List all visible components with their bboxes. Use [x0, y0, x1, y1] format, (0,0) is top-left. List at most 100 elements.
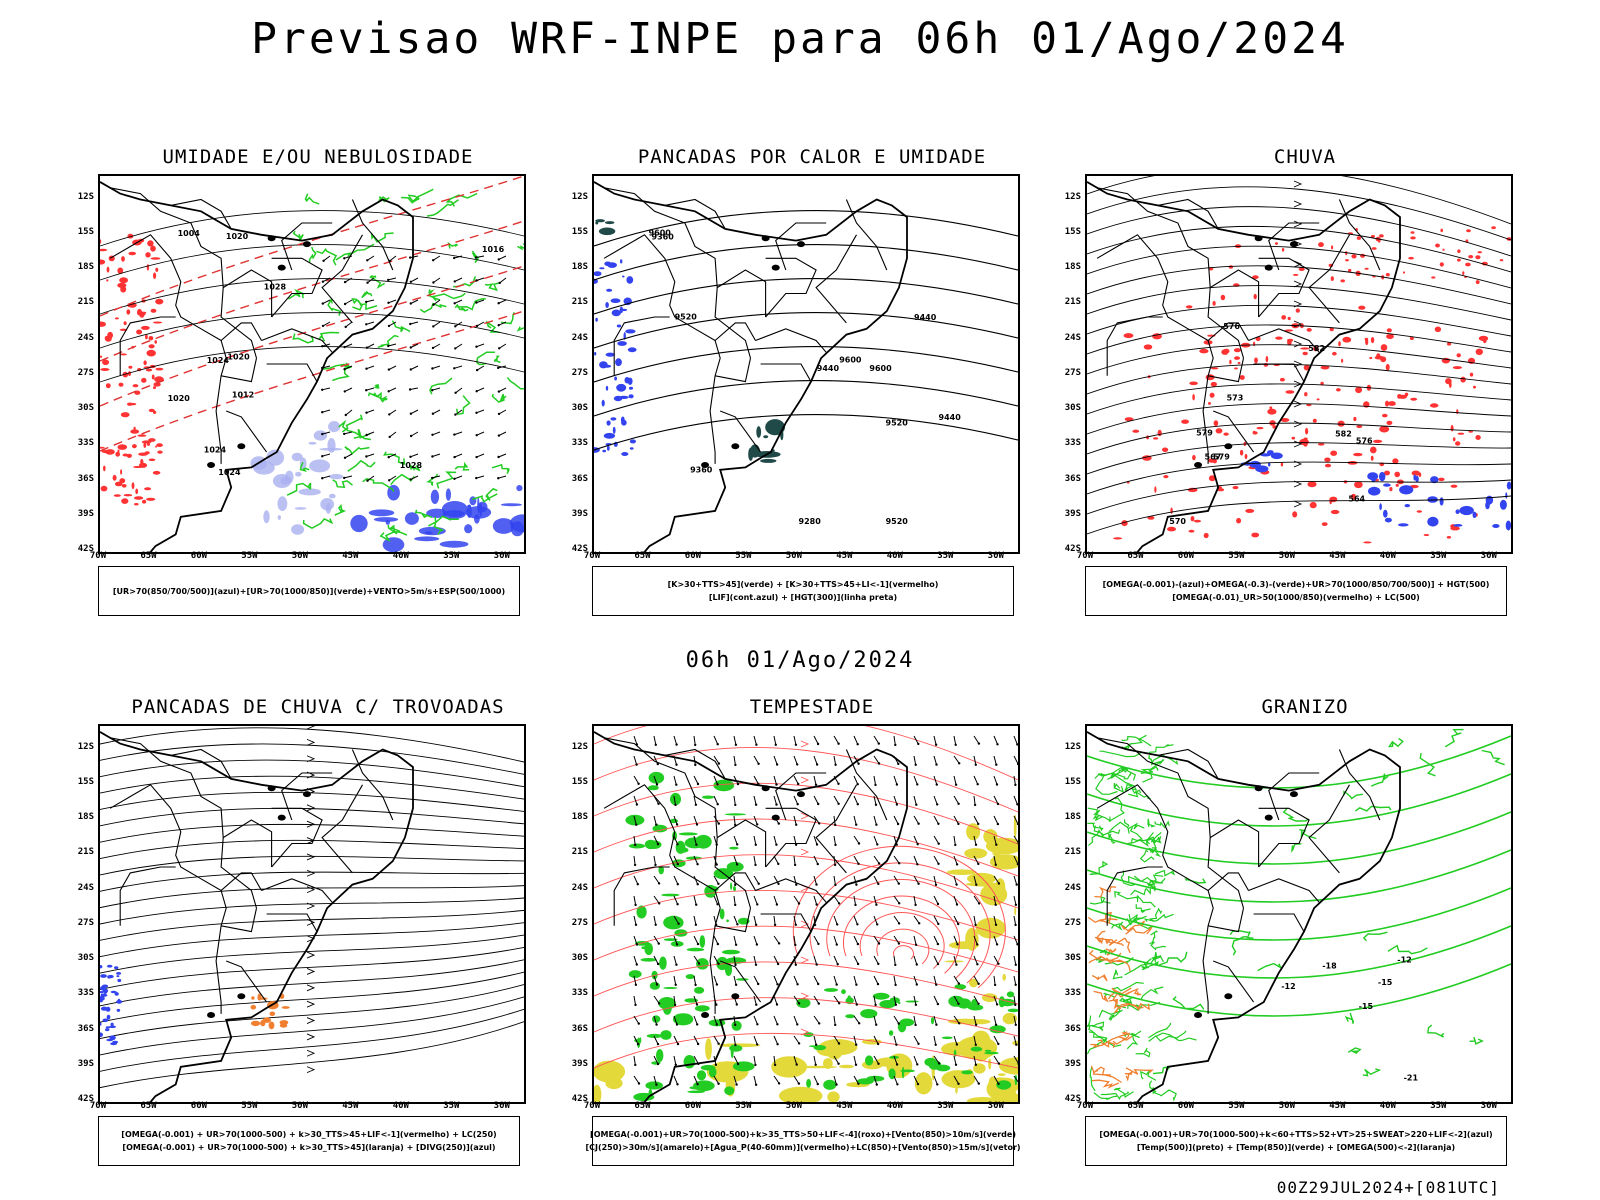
- panel-title: PANCADAS DE CHUVA C/ TROVOADAS: [131, 696, 505, 718]
- wind-vector: [432, 431, 441, 436]
- shaded-area: [1410, 397, 1418, 401]
- shaded-area: [1469, 372, 1474, 377]
- contour-line: [341, 414, 363, 433]
- shaded-area: [1338, 341, 1341, 347]
- shaded-area: [277, 515, 281, 520]
- wind-vector: [793, 1015, 798, 1025]
- shaded-area: [813, 1045, 827, 1051]
- wind-vector: [813, 935, 819, 945]
- contour-line: [1387, 944, 1428, 955]
- wind-vector: [733, 795, 736, 805]
- wind-vector: [933, 755, 937, 765]
- shaded-area: [1329, 327, 1334, 332]
- shaded-area: [1506, 481, 1511, 490]
- lat-tick-label: 21S: [77, 297, 94, 308]
- wind-vector: [753, 955, 757, 965]
- shaded-area: [765, 419, 785, 436]
- wind-vector: [410, 255, 419, 259]
- wind-vector: [933, 955, 939, 965]
- contour-line: [1087, 822, 1104, 832]
- contour-line: [1116, 937, 1131, 954]
- wind-vector: [498, 475, 507, 479]
- shaded-area: [1423, 534, 1430, 536]
- lat-tick-label: 30S: [1064, 953, 1081, 963]
- streamline: [1087, 285, 1511, 321]
- shaded-area: [648, 771, 665, 784]
- streamline: [100, 1008, 524, 1072]
- border-line: [1096, 737, 1245, 909]
- shaded-area: [683, 1055, 696, 1069]
- wind-vector: [455, 321, 463, 327]
- wind-vector: [633, 835, 636, 845]
- contour-line: [391, 320, 411, 333]
- shaded-area: [1275, 336, 1283, 340]
- wind-vector: [693, 875, 699, 885]
- wind-vector: [322, 321, 331, 327]
- shaded-area: [328, 493, 336, 499]
- shaded-area: [1386, 328, 1392, 333]
- wind-vector: [410, 299, 419, 304]
- wind-vector: [1013, 1035, 1017, 1045]
- shaded-area: [1376, 353, 1381, 359]
- wind-vector: [693, 955, 700, 964]
- wind-vector: [953, 815, 959, 825]
- contour-line: [1354, 805, 1392, 812]
- wind-vector: [793, 1055, 798, 1065]
- shaded-area: [778, 1086, 823, 1102]
- shaded-area: [107, 975, 111, 979]
- contour-line: [327, 297, 342, 316]
- contour-line: [1362, 931, 1388, 942]
- shaded-area: [1293, 273, 1299, 276]
- wind-vector: [713, 875, 719, 885]
- shaded-area: [101, 449, 111, 454]
- wind-vector: [733, 1035, 736, 1045]
- wind-vector: [693, 795, 697, 805]
- contour-line: [1120, 1002, 1151, 1011]
- shaded-area: [1364, 267, 1369, 270]
- wind-vector: [633, 775, 640, 785]
- border-line: [664, 748, 726, 780]
- wind-vector: [498, 365, 507, 369]
- shaded-area: [678, 842, 684, 849]
- contour-label: 582: [1335, 430, 1352, 439]
- shaded-area: [1245, 508, 1255, 513]
- lat-tick-label: 24S: [571, 332, 588, 343]
- wind-vector: [1013, 775, 1016, 785]
- shaded-area: [1460, 376, 1466, 383]
- wind-vector: [322, 387, 331, 391]
- wind-vector: [388, 299, 397, 304]
- shaded-area: [1002, 1012, 1017, 1025]
- shaded-area: [1370, 455, 1374, 461]
- shaded-area: [104, 335, 109, 341]
- wind-vector: [476, 387, 485, 392]
- wind-vector: [993, 955, 999, 965]
- contour-line: [318, 331, 340, 342]
- contour-line: [1093, 1092, 1117, 1100]
- streamline: [100, 996, 524, 1056]
- streamline: [1087, 403, 1511, 435]
- contour-line: [1143, 913, 1174, 923]
- wind-vector: [853, 895, 856, 905]
- shaded-area: [612, 426, 616, 434]
- legend-box: [OMEGA(-0.001) + UR>70(1000-500) + k>30_…: [98, 1116, 520, 1166]
- shaded-area: [621, 419, 627, 426]
- shaded-area: [627, 377, 633, 385]
- border-line: [351, 199, 394, 271]
- isoline: [1087, 811, 1511, 865]
- contour-line: [1140, 986, 1164, 1000]
- contour-line: [1089, 860, 1109, 875]
- border-line: [603, 187, 752, 359]
- lake-marker: [1254, 785, 1263, 792]
- contour-line: [361, 290, 373, 299]
- shaded-area: [117, 282, 127, 288]
- wind-vector: [367, 277, 375, 284]
- shaded-area: [474, 514, 480, 524]
- shaded-area: [308, 441, 317, 445]
- shaded-area: [382, 537, 405, 552]
- shaded-area: [464, 524, 473, 534]
- streamline: [1087, 495, 1511, 535]
- shaded-area: [1232, 485, 1239, 490]
- contour-line: [1370, 773, 1389, 787]
- shaded-area: [106, 964, 113, 968]
- wind-vector: [498, 321, 507, 326]
